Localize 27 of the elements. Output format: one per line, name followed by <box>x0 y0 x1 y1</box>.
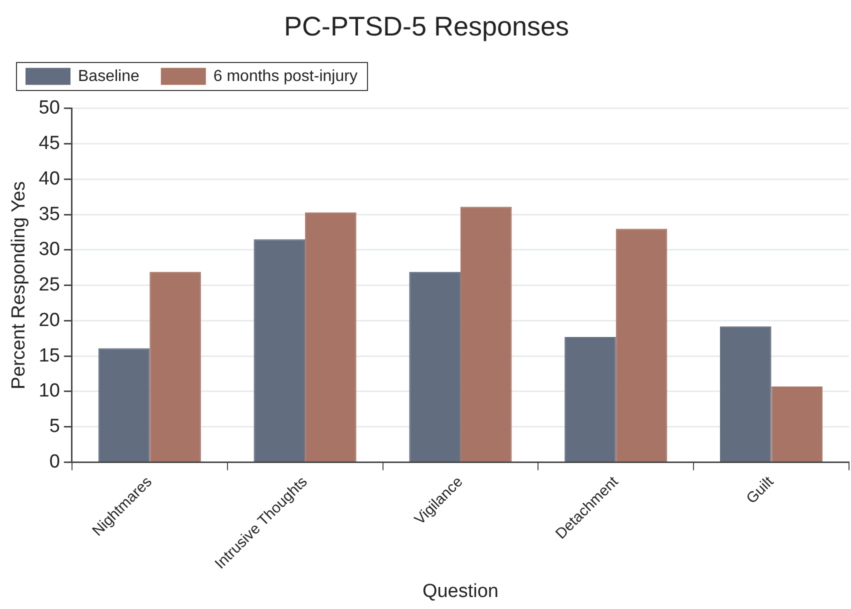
y-tick-label: 10 <box>38 380 60 402</box>
x-tick-label: Guilt <box>743 472 778 508</box>
bar <box>305 212 356 462</box>
bar <box>564 336 616 462</box>
chart-title: PC-PTSD-5 Responses <box>284 12 570 42</box>
bar <box>98 348 150 462</box>
y-tick-label: 15 <box>38 345 60 366</box>
legend-label: 6 months post-injury <box>213 68 358 85</box>
bar <box>254 239 306 462</box>
y-tick-label: 30 <box>38 239 60 260</box>
bar <box>616 228 668 462</box>
y-tick-label: 35 <box>38 204 60 225</box>
bar <box>771 386 823 462</box>
x-axis-title: Question <box>422 580 498 602</box>
y-axis-title: Percent Responding Yes <box>8 181 30 390</box>
y-tick-label: 5 <box>49 416 60 438</box>
y-tick-label: 45 <box>38 133 60 154</box>
bar <box>409 272 460 462</box>
y-tick-label: 0 <box>49 451 60 472</box>
bar <box>460 206 512 462</box>
y-tick-label: 50 <box>38 98 60 119</box>
bar <box>150 272 201 462</box>
y-tick-label: 20 <box>38 310 60 331</box>
y-tick-label: 40 <box>38 168 60 190</box>
legend-label: Baseline <box>78 68 140 85</box>
bar <box>720 326 772 462</box>
y-tick-label: 25 <box>38 274 60 296</box>
